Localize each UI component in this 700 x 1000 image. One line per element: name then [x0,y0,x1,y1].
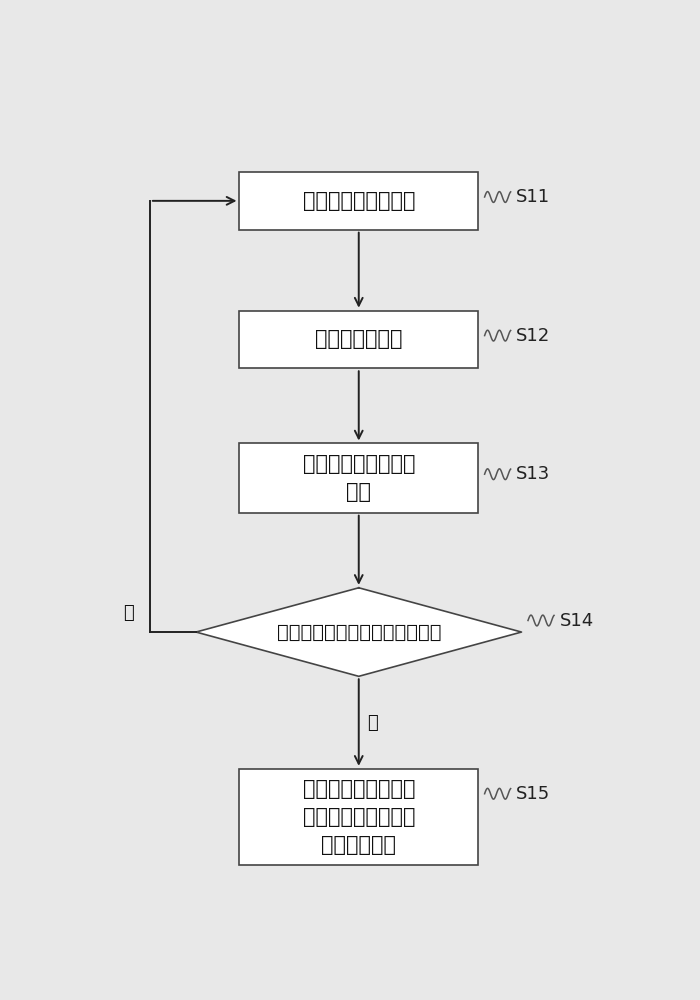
Text: 否: 否 [122,604,134,622]
Bar [239,172,478,230]
Bar [239,443,478,513]
Text: 生成潮流控制信号，
将潮流控制信号返回
调度监控系统: 生成潮流控制信号， 将潮流控制信号返回 调度监控系统 [302,779,415,855]
Text: 合环转供电计算: 合环转供电计算 [315,329,402,349]
Text: 是: 是 [367,714,378,732]
Text: S15: S15 [516,785,550,803]
Text: 构建配电网优化模型: 构建配电网优化模型 [302,191,415,211]
Text: 获取数据库中的预设
参数: 获取数据库中的预设 参数 [302,454,415,502]
Polygon shape [196,588,522,676]
Text: 控制参数是否满足预设参数要求: 控制参数是否满足预设参数要求 [276,623,441,642]
Text: S12: S12 [516,327,550,345]
Text: S11: S11 [516,188,550,206]
Text: S14: S14 [559,611,594,630]
Bar [239,769,478,865]
Text: S13: S13 [516,465,550,483]
Bar [239,311,478,368]
